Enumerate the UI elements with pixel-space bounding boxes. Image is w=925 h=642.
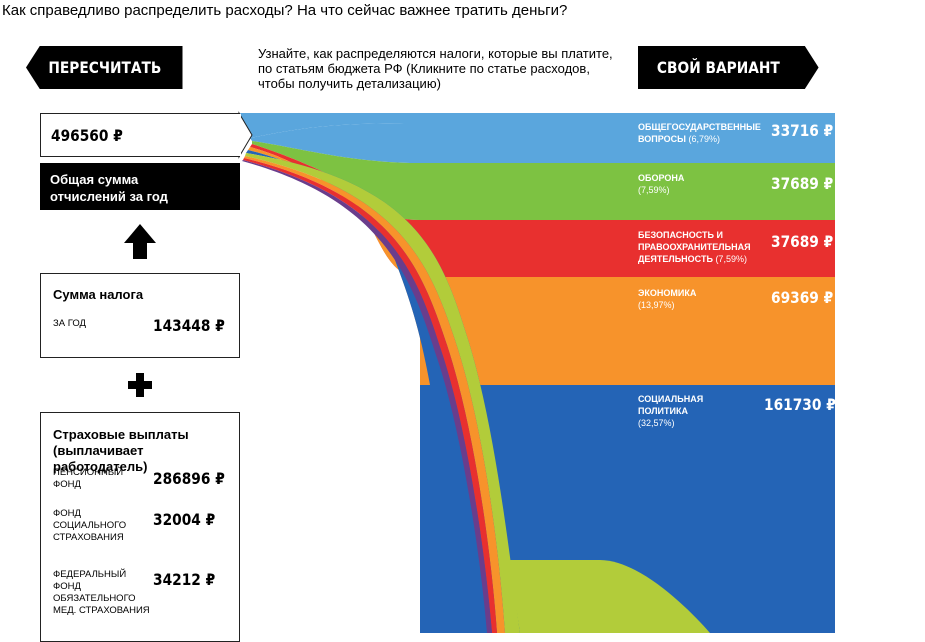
total-label-line-1: Общая сумма xyxy=(50,172,139,187)
medical-label-line-3: ОБЯЗАТЕЛЬНОГО xyxy=(53,593,136,604)
category-general-line-2: ВОПРОСЫ (6,79%) xyxy=(638,134,720,144)
intro-line-1: Узнайте, как распределяются налоги, кото… xyxy=(258,46,613,61)
flow-lower-block xyxy=(510,560,710,633)
flow-economy-block[interactable] xyxy=(420,277,835,385)
social-label-line-3: СТРАХОВАНИЯ xyxy=(53,532,124,543)
total-label-line-2: отчислений за год xyxy=(50,189,168,204)
medical-label-line-4: МЕД. СТРАХОВАНИЯ xyxy=(53,605,150,616)
category-social-pct: (32,57%) xyxy=(638,418,675,428)
medical-label-line-1: ФЕДЕРАЛЬНЫЙ xyxy=(53,569,127,580)
medical-fund-label: ФЕДЕРАЛЬНЫЙ ФОНД ОБЯЗАТЕЛЬНОГО МЕД. СТРА… xyxy=(53,569,150,617)
category-economy-value[interactable]: 69369 ₽ xyxy=(771,288,834,307)
category-defense-value[interactable]: 37689 ₽ xyxy=(771,174,834,193)
page-question: Как справедливо распределить расходы? На… xyxy=(2,2,568,19)
category-defense-line-1: ОБОРОНА xyxy=(638,173,685,183)
category-security-value[interactable]: 37689 ₽ xyxy=(771,232,834,251)
pension-fund-value[interactable]: 286896 ₽ xyxy=(153,469,225,488)
recalculate-button-label: ПЕРЕСЧИТАТЬ xyxy=(48,58,162,77)
category-general-label[interactable]: ОБЩЕГОСУДАРСТВЕННЫЕ ВОПРОСЫ (6,79%) xyxy=(638,121,761,145)
category-general-line-1: ОБЩЕГОСУДАРСТВЕННЫЕ xyxy=(638,122,761,132)
insurance-title-line-2: (выплачивает работодатель) xyxy=(53,443,148,474)
own-variant-button-label: СВОЙ ВАРИАНТ xyxy=(656,58,780,77)
flow-general-ribbon xyxy=(240,113,420,138)
insurance-card-title: Страховые выплаты (выплачивает работодат… xyxy=(53,427,239,475)
category-defense-label[interactable]: ОБОРОНА (7,59%) xyxy=(638,172,684,196)
category-defense-pct: (7,59%) xyxy=(638,185,670,195)
total-sum-value: 496560 ₽ xyxy=(51,125,123,145)
category-social-line-2: ПОЛИТИКА xyxy=(638,406,688,416)
total-sum-box: 496560 ₽ xyxy=(40,113,240,157)
tax-card-title: Сумма налога xyxy=(53,287,144,302)
recalculate-button[interactable]: ПЕРЕСЧИТАТЬ xyxy=(26,46,183,89)
flow-security-block[interactable] xyxy=(420,220,835,277)
flow-general-ribbon-body xyxy=(250,123,420,163)
category-general-value[interactable]: 33716 ₽ xyxy=(771,121,834,140)
flow-defense-block[interactable] xyxy=(420,163,835,220)
total-sum-label: Общая сумма отчислений за год xyxy=(40,163,240,210)
category-economy-line-1: ЭКОНОМИКА xyxy=(638,288,697,298)
pension-label-line-1: ПЕНСИОННЫЙ xyxy=(53,467,124,478)
flow-social-ribbon xyxy=(246,150,835,633)
tax-value[interactable]: 143448 ₽ xyxy=(153,316,225,335)
social-label-line-1: ФОНД xyxy=(53,508,81,519)
insurance-card: Страховые выплаты (выплачивает работодат… xyxy=(40,412,240,642)
tax-period-label: ЗА ГОД xyxy=(53,318,86,329)
intro-line-3: чтобы получить детализацию) xyxy=(258,76,441,91)
pension-fund-label: ПЕНСИОННЫЙ ФОНД xyxy=(53,467,123,491)
insurance-title-line-1: Страховые выплаты xyxy=(53,427,189,442)
social-fund-label: ФОНД СОЦИАЛЬНОГО СТРАХОВАНИЯ xyxy=(53,508,126,544)
own-variant-button[interactable]: СВОЙ ВАРИАНТ xyxy=(638,46,819,89)
intro-text: Узнайте, как распределяются налоги, кото… xyxy=(258,46,618,91)
medical-label-line-2: ФОНД xyxy=(53,581,81,592)
tax-card: Сумма налога ЗА ГОД 143448 ₽ xyxy=(40,273,240,358)
category-social-line-1: СОЦИАЛЬНАЯ xyxy=(638,394,704,404)
medical-fund-value[interactable]: 34212 ₽ xyxy=(153,570,216,589)
intro-line-2: по статьям бюджета РФ (Кликните по стать… xyxy=(258,61,590,76)
category-security-line-2: ПРАВООХРАНИТЕЛЬНАЯ xyxy=(638,242,751,252)
category-economy-label[interactable]: ЭКОНОМИКА (13,97%) xyxy=(638,287,696,311)
category-security-line-1: БЕЗОПАСНОСТЬ И xyxy=(638,230,723,240)
category-economy-pct: (13,97%) xyxy=(638,300,675,310)
flow-general-block[interactable] xyxy=(420,113,835,163)
category-security-line-3: ДЕЯТЕЛЬНОСТЬ (7,59%) xyxy=(638,254,747,264)
category-social-label[interactable]: СОЦИАЛЬНАЯ ПОЛИТИКА (32,57%) xyxy=(638,393,703,429)
category-security-label[interactable]: БЕЗОПАСНОСТЬ И ПРАВООХРАНИТЕЛЬНАЯ ДЕЯТЕЛ… xyxy=(638,229,751,265)
pension-label-line-2: ФОНД xyxy=(53,479,81,490)
social-label-line-2: СОЦИАЛЬНОГО xyxy=(53,520,127,531)
social-fund-value[interactable]: 32004 ₽ xyxy=(153,510,216,529)
category-social-value[interactable]: 161730 ₽ xyxy=(764,395,836,414)
